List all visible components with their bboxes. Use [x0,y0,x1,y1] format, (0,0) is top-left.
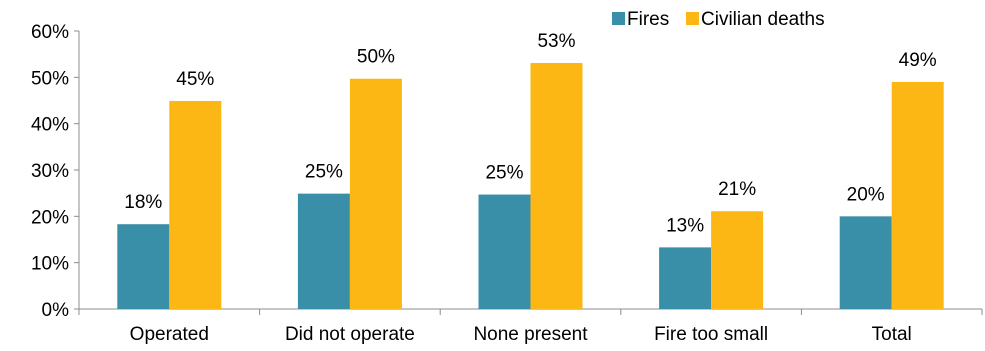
legend-swatch-fires [612,12,625,25]
bar [117,224,170,309]
data-label: 50% [357,47,395,68]
y-axis: 0% 10% 20% 30% 40% 50% 60% [31,22,80,321]
data-label: 13% [666,215,704,236]
data-label: 18% [124,192,162,213]
bars [117,62,944,310]
y-tick-label: 30% [31,161,69,182]
y-tick-label: 40% [31,115,69,136]
bar [297,193,350,309]
data-label: 25% [485,163,523,184]
bar [530,62,583,309]
data-label: 20% [847,184,885,205]
data-label: 49% [899,50,937,71]
bar [478,194,531,309]
data-label: 25% [305,162,343,183]
bar [169,100,222,309]
legend-swatch-civilian-deaths [686,12,699,25]
bar [891,81,944,309]
x-tick-label: Fire too small [654,324,768,345]
x-tick-label: Did not operate [285,324,415,345]
bar [349,78,402,310]
y-tick-label: 50% [31,68,69,89]
y-tick-label: 60% [31,22,69,43]
y-tick-label: 20% [31,207,69,228]
data-label: 45% [176,69,214,90]
legend-label-fires: Fires [627,9,669,30]
data-labels: 18% 45% 25% 50% 25% 53% 13% 21% 20% 49% [124,31,937,236]
x-tick-label: None present [473,324,588,345]
bar [839,216,892,309]
data-label: 53% [537,31,575,52]
y-tick-label: 0% [42,300,70,321]
legend: Fires Civilian deaths [612,9,825,30]
data-label: 21% [718,179,756,200]
bar [711,211,764,309]
x-axis: Operated Did not operate None present Fire … [78,308,983,345]
y-tick-label: 10% [31,254,69,275]
legend-label-civilian-deaths: Civilian deaths [701,9,825,30]
bar [659,247,712,309]
x-tick-label: Operated [130,324,209,345]
x-tick-label: Total [872,324,912,345]
